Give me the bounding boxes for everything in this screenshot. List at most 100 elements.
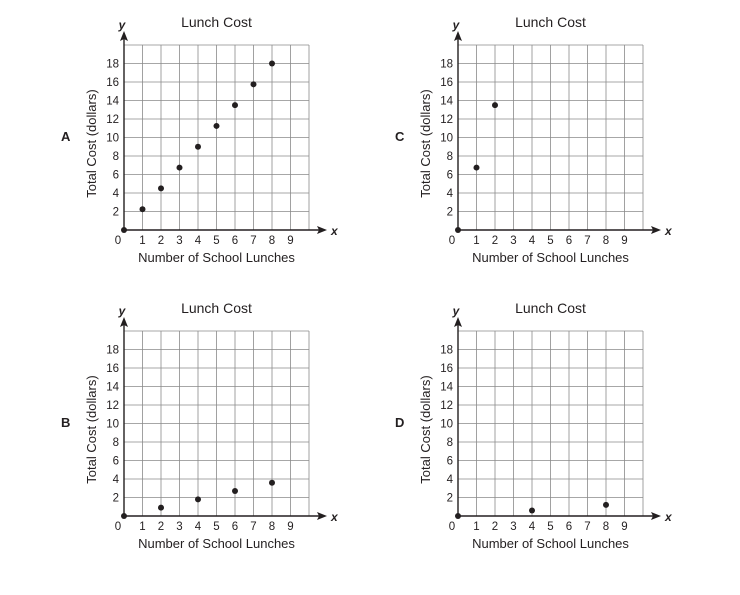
y-tick-label: 2 bbox=[113, 493, 119, 505]
y-axis-label: Total Cost (dollars) bbox=[418, 375, 433, 483]
x-axis-label: Number of School Lunches bbox=[472, 250, 629, 265]
data-point bbox=[269, 60, 275, 67]
x-tick-label: 1 bbox=[473, 521, 479, 533]
x-tick-label: 2 bbox=[492, 235, 498, 247]
y-tick-label: 12 bbox=[440, 400, 453, 412]
x-axis-name: x bbox=[664, 510, 673, 524]
x-tick-label: 7 bbox=[584, 521, 590, 533]
x-tick-label: 6 bbox=[566, 521, 572, 533]
x-axis-name: x bbox=[330, 224, 339, 238]
x-tick-label: 1 bbox=[139, 521, 145, 533]
y-tick-label: 18 bbox=[440, 59, 453, 71]
y-tick-label: 4 bbox=[447, 474, 454, 486]
y-axis-arrow-icon bbox=[454, 317, 462, 327]
x-tick-label: 5 bbox=[213, 235, 219, 247]
chart-title: Lunch Cost bbox=[181, 300, 252, 316]
y-tick-label: 6 bbox=[447, 456, 453, 468]
x-axis-arrow-icon bbox=[317, 226, 327, 234]
x-tick-label: 4 bbox=[529, 235, 536, 247]
x-tick-label: 8 bbox=[603, 235, 609, 247]
data-point bbox=[455, 227, 461, 233]
y-tick-label: 10 bbox=[440, 419, 453, 431]
data-point bbox=[455, 513, 461, 519]
x-axis-label: Number of School Lunches bbox=[472, 536, 629, 551]
data-point bbox=[158, 504, 164, 511]
y-tick-label: 10 bbox=[106, 419, 119, 431]
x-tick-label: 2 bbox=[158, 521, 164, 533]
y-tick-label: 8 bbox=[447, 437, 453, 449]
grid bbox=[124, 330, 310, 516]
x-tick-label: 6 bbox=[232, 235, 238, 247]
y-tick-label: 14 bbox=[106, 96, 119, 108]
data-point bbox=[473, 164, 480, 171]
y-axis-arrow-icon bbox=[454, 31, 462, 41]
chart-title: Lunch Cost bbox=[515, 14, 586, 30]
data-points bbox=[121, 479, 275, 519]
y-tick-label: 16 bbox=[106, 77, 119, 89]
y-tick-label: 14 bbox=[440, 96, 453, 108]
y-tick-label: 14 bbox=[440, 382, 453, 394]
y-tick-label: 6 bbox=[113, 170, 119, 182]
x-tick-label: 6 bbox=[232, 521, 238, 533]
data-point bbox=[176, 164, 183, 171]
y-tick-label: 10 bbox=[440, 133, 453, 145]
data-point bbox=[213, 122, 220, 129]
y-axis-name: y bbox=[452, 18, 461, 32]
y-axis-name: y bbox=[452, 304, 461, 318]
y-tick-label: 18 bbox=[106, 59, 119, 71]
x-axis-name: x bbox=[664, 224, 673, 238]
x-tick-label: 6 bbox=[566, 235, 572, 247]
x-tick-label: 1 bbox=[139, 235, 145, 247]
option-label-a: A bbox=[61, 129, 71, 144]
chart-c: x y 0 1 2 3 4 5 6 7 8 9 2 4 6 8 10 12 14 16 18 Lunch Cost Numb… bbox=[413, 13, 673, 270]
chart-b: x y 0 1 2 3 4 5 6 7 8 9 2 4 6 8 10 12 14 16 18 Lunch Cost Numb… bbox=[79, 299, 339, 556]
x-tick-label: 0 bbox=[115, 521, 121, 533]
x-tick-label: 9 bbox=[621, 521, 627, 533]
data-point bbox=[269, 479, 275, 486]
chart-title: Lunch Cost bbox=[515, 300, 586, 316]
y-tick-label: 14 bbox=[106, 382, 119, 394]
chart-a: x y 0 1 2 3 4 5 6 7 8 9 2 4 6 8 10 12 14 16 18 Lunch Cost Numb… bbox=[79, 13, 339, 270]
y-axis-label: Total Cost (dollars) bbox=[84, 375, 99, 483]
x-tick-label: 9 bbox=[621, 235, 627, 247]
y-tick-label: 12 bbox=[440, 114, 453, 126]
x-tick-label: 7 bbox=[250, 521, 256, 533]
y-tick-label: 12 bbox=[106, 114, 119, 126]
y-tick-label: 8 bbox=[113, 151, 119, 163]
data-point bbox=[232, 102, 238, 109]
x-tick-label: 1 bbox=[473, 235, 479, 247]
grid bbox=[458, 44, 644, 230]
x-tick-label: 4 bbox=[529, 521, 536, 533]
option-label-d: D bbox=[395, 415, 405, 430]
chart-title: Lunch Cost bbox=[181, 14, 252, 30]
chart-d: x y 0 1 2 3 4 5 6 7 8 9 2 4 6 8 10 12 14 16 18 Lunch Cost Numb… bbox=[413, 299, 673, 556]
x-tick-label: 3 bbox=[176, 235, 182, 247]
data-point bbox=[158, 185, 164, 192]
y-tick-label: 16 bbox=[440, 363, 453, 375]
data-point bbox=[121, 227, 127, 233]
x-tick-label: 9 bbox=[287, 521, 293, 533]
data-point bbox=[139, 206, 146, 213]
data-point bbox=[529, 507, 535, 514]
y-tick-label: 2 bbox=[447, 493, 453, 505]
x-tick-label: 9 bbox=[287, 235, 293, 247]
x-tick-label: 8 bbox=[269, 521, 275, 533]
y-tick-label: 18 bbox=[106, 345, 119, 357]
data-points bbox=[455, 102, 498, 233]
option-label-b: B bbox=[61, 415, 71, 430]
x-tick-label: 0 bbox=[115, 235, 121, 247]
x-tick-label: 0 bbox=[449, 235, 455, 247]
y-tick-label: 16 bbox=[440, 77, 453, 89]
x-axis-arrow-icon bbox=[651, 226, 661, 234]
grid bbox=[458, 330, 644, 516]
y-tick-label: 4 bbox=[113, 188, 120, 200]
y-tick-label: 4 bbox=[447, 188, 454, 200]
grid bbox=[124, 44, 310, 230]
data-point bbox=[195, 143, 201, 150]
x-tick-label: 2 bbox=[492, 521, 498, 533]
